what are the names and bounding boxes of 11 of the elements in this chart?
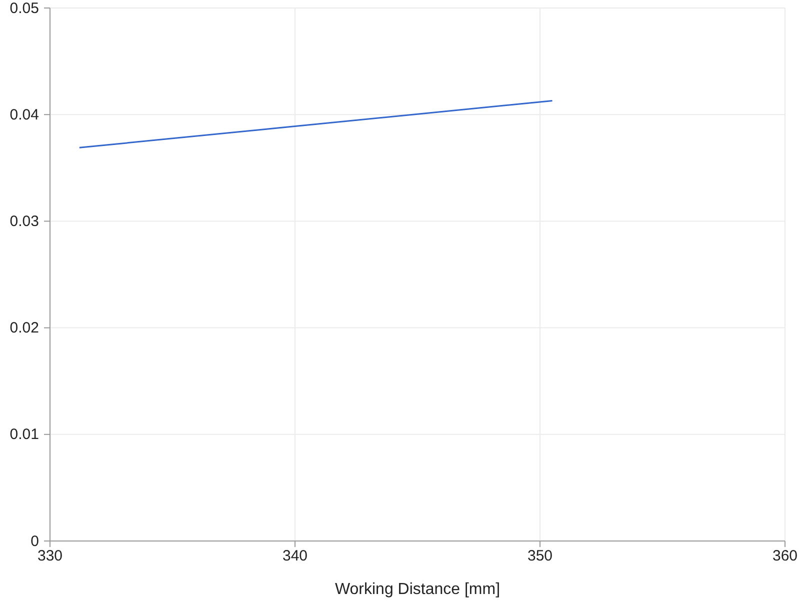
y-tick-label: 0.03 [10, 213, 39, 230]
x-tick-label: 360 [772, 548, 798, 565]
y-tick-label: 0.05 [10, 0, 39, 17]
y-tick-label: 0.02 [10, 320, 39, 337]
y-tick-label: 0.04 [10, 106, 39, 124]
x-tick-label: 330 [37, 548, 63, 565]
y-tick-label: 0.01 [10, 426, 39, 444]
x-tick-label: 350 [527, 548, 553, 565]
x-axis-title: Working Distance [mm] [334, 581, 500, 598]
x-tick-label: 340 [282, 548, 308, 565]
y-tick-label: 0 [30, 532, 39, 550]
